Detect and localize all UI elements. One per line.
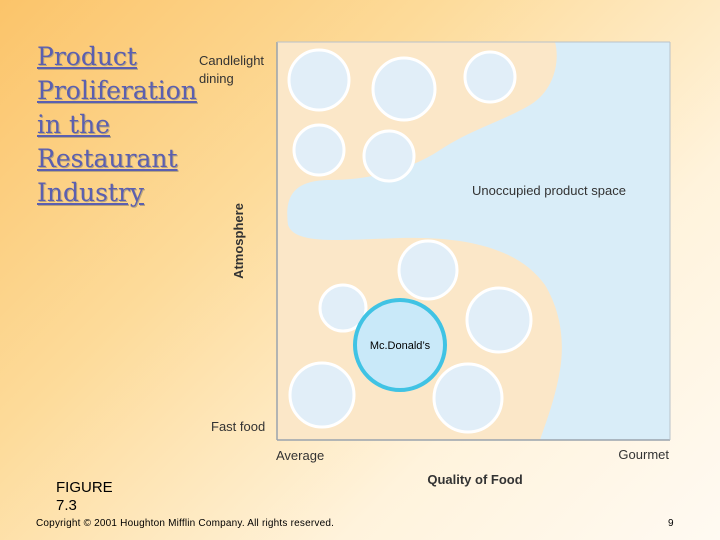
- y-top-label-line-2: dining: [199, 71, 234, 86]
- unoccupied-space-label: Unoccupied product space: [472, 183, 626, 198]
- slide-title-line: Product: [37, 42, 137, 71]
- slide-title-line: Restaurant: [37, 144, 178, 173]
- slide-title-line: in the: [37, 110, 110, 139]
- y-axis-title: Atmosphere: [231, 203, 246, 279]
- x-left-label: Average: [276, 448, 324, 463]
- y-top-label-line-1: Candlelight: [199, 53, 264, 68]
- restaurant-circle: [371, 56, 437, 122]
- restaurant-circle: [397, 239, 459, 301]
- mcdonalds-circle: [353, 298, 447, 392]
- restaurant-circle: [318, 283, 368, 333]
- restaurant-circle: [288, 361, 356, 429]
- x-axis-title: Quality of Food: [427, 472, 522, 487]
- restaurant-circle: [463, 50, 517, 104]
- restaurant-circle: [292, 123, 346, 177]
- slide-title-line: Industry: [37, 178, 145, 207]
- restaurant-circle: [362, 129, 416, 183]
- restaurant-circle: [432, 362, 504, 434]
- page-number: 9: [668, 518, 674, 529]
- figure-label: FIGURE 7.3: [56, 479, 113, 514]
- slide-title-line: Proliferation: [37, 76, 197, 105]
- y-bottom-label: Fast food: [211, 419, 265, 434]
- x-right-label: Gourmet: [618, 447, 669, 462]
- copyright-notice: Copyright © 2001 Houghton Mifflin Compan…: [36, 518, 335, 529]
- restaurant-circle: [287, 48, 351, 112]
- restaurant-circle: [465, 286, 533, 354]
- mcdonalds-label: Mc.Donald’s: [370, 340, 431, 352]
- slide-title: Product Proliferation in the Restaurant …: [37, 40, 197, 210]
